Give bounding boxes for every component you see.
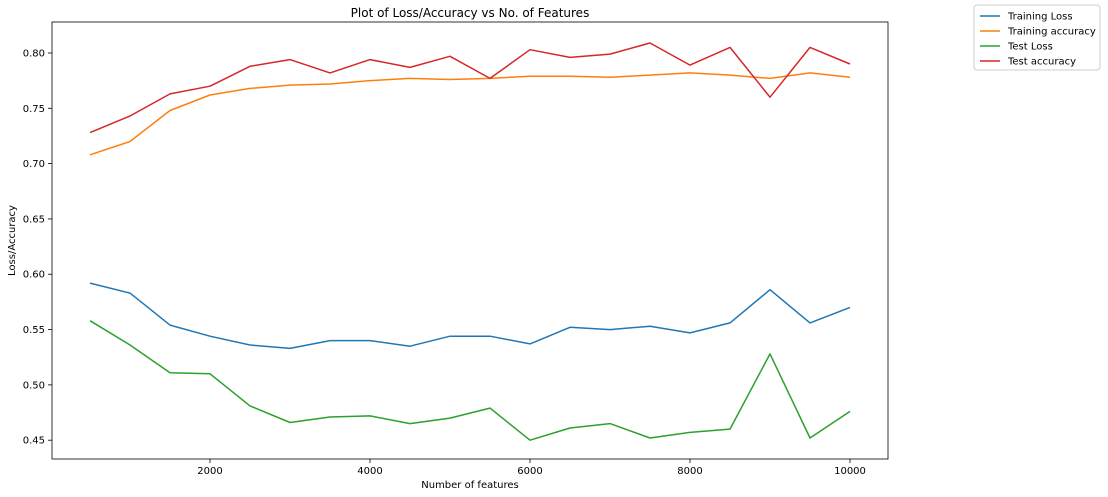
x-axis-title: Number of features xyxy=(421,480,518,491)
plot-frame xyxy=(51,21,889,460)
y-tick-label: 0.50 xyxy=(23,380,45,391)
y-tick-label: 0.60 xyxy=(23,270,45,281)
plot-area xyxy=(51,21,889,460)
series-line-3 xyxy=(89,42,851,134)
series-line-0 xyxy=(89,282,851,350)
legend-label: Test Loss xyxy=(1007,42,1053,53)
y-tick-label: 0.75 xyxy=(23,104,45,115)
legend-label: Training accuracy xyxy=(1007,27,1096,38)
legend-box xyxy=(973,4,1101,71)
x-tick-label: 4000 xyxy=(357,466,382,477)
x-tick-label: 2000 xyxy=(197,466,222,477)
series-line-1 xyxy=(89,72,851,156)
legend-label: Training Loss xyxy=(1007,12,1073,23)
y-tick-label: 0.55 xyxy=(23,325,45,336)
y-tick-label: 0.80 xyxy=(23,48,45,59)
y-axis-title: Loss/Accuracy xyxy=(7,205,18,276)
x-tick-label: 6000 xyxy=(517,466,542,477)
legend: Training Loss Training accuracy Test Loss T… xyxy=(973,4,1101,71)
y-tick-label: 0.70 xyxy=(23,159,45,170)
x-axis: 2000 4000 6000 8000 10000 xyxy=(197,459,866,477)
series-line-2 xyxy=(89,320,851,441)
legend-label: Test accuracy xyxy=(1007,57,1076,68)
x-tick-label: 10000 xyxy=(834,466,866,477)
series-lines xyxy=(89,42,851,441)
y-tick-label: 0.45 xyxy=(23,436,45,447)
y-tick-label: 0.65 xyxy=(23,214,45,225)
chart-title: Plot of Loss/Accuracy vs No. of Features xyxy=(351,6,590,20)
y-axis: 0.45 0.50 0.55 0.60 0.65 0.70 0.75 0.80 xyxy=(23,48,52,447)
x-tick-label: 8000 xyxy=(677,466,702,477)
